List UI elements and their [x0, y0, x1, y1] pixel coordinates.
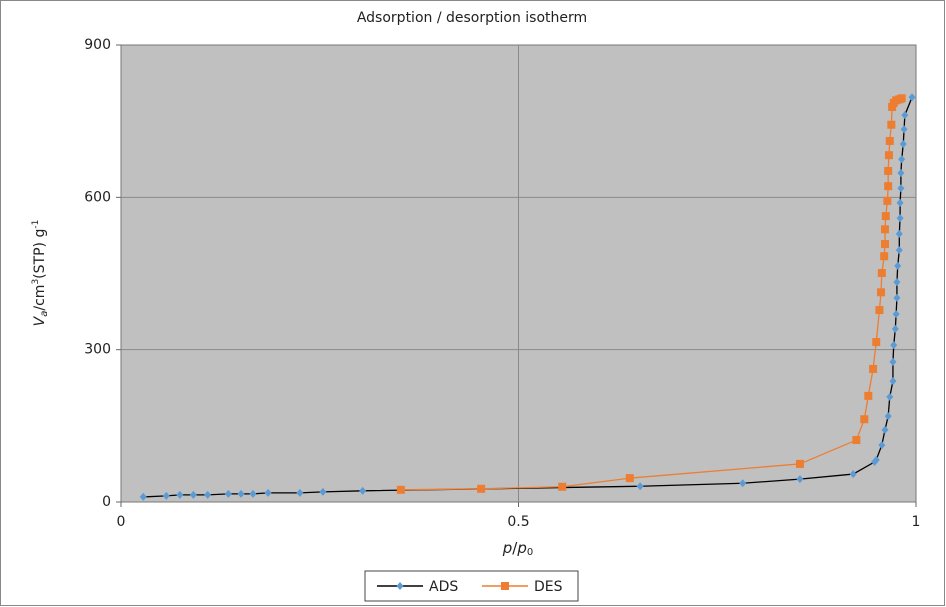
- data-point: [880, 240, 889, 249]
- data-point: [249, 489, 257, 498]
- label-part: a: [39, 311, 50, 317]
- data-point: [296, 488, 304, 497]
- data-point: [888, 102, 897, 111]
- data-point: [852, 436, 861, 445]
- chart-title: Adsorption / desorption isotherm: [357, 10, 587, 26]
- data-point: [204, 490, 212, 499]
- y-tick-label: 900: [84, 37, 111, 53]
- data-point: [878, 441, 886, 450]
- data-point: [885, 136, 894, 145]
- label-part: /cm: [32, 285, 48, 311]
- label-part: (STP) g: [32, 229, 48, 279]
- label-part: V: [32, 315, 48, 326]
- data-point: [890, 341, 898, 350]
- data-point: [849, 470, 857, 479]
- data-point: [883, 196, 892, 205]
- data-point: [875, 306, 884, 315]
- legend-label: ADS: [429, 579, 458, 595]
- legend-items: ADS DES: [377, 579, 563, 595]
- legend-marker: [501, 582, 509, 590]
- data-point: [872, 455, 880, 464]
- data-point: [877, 288, 886, 297]
- data-point: [396, 485, 405, 494]
- data-point: [892, 310, 900, 319]
- data-point: [237, 489, 245, 498]
- data-point: [896, 214, 904, 223]
- data-point: [864, 391, 873, 400]
- x-tick-label: 1: [912, 514, 921, 530]
- data-point: [477, 484, 486, 493]
- data-point: [894, 261, 902, 270]
- label-part: 3: [31, 279, 41, 285]
- data-point: [893, 293, 901, 302]
- data-point: [880, 252, 889, 261]
- data-point: [889, 377, 897, 386]
- data-point: [224, 489, 232, 498]
- data-point: [860, 415, 869, 424]
- data-point: [898, 155, 906, 164]
- plot: [121, 45, 916, 502]
- data-point: [895, 246, 903, 255]
- series-line: [400, 97, 902, 491]
- data-point: [739, 479, 747, 488]
- data-point: [895, 229, 903, 238]
- data-point: [625, 474, 634, 483]
- x-tick-label: 0: [117, 514, 126, 530]
- x-tick-label: 0.5: [507, 514, 529, 530]
- data-point: [139, 492, 147, 501]
- label-part: p: [516, 539, 527, 557]
- label-part: /: [512, 539, 518, 557]
- data-point: [908, 93, 916, 102]
- data-point: [264, 488, 272, 497]
- data-point: [884, 151, 893, 160]
- data-point: [887, 120, 896, 129]
- y-axis-label: Va/cm3(STP) g-1: [31, 220, 51, 327]
- data-point: [872, 338, 881, 347]
- data-point: [176, 490, 184, 499]
- data-point: [896, 198, 904, 207]
- data-point: [897, 94, 906, 103]
- data-point: [162, 491, 170, 500]
- data-point: [869, 364, 878, 373]
- data-point: [881, 212, 890, 221]
- data-point: [884, 182, 893, 191]
- y-tick-label: 300: [84, 342, 111, 358]
- data-point: [359, 486, 367, 495]
- data-point: [319, 487, 327, 496]
- data-point: [877, 268, 886, 277]
- data-point: [880, 225, 889, 234]
- legend-label: DES: [534, 579, 563, 595]
- data-point: [881, 425, 889, 434]
- data-point: [884, 412, 892, 421]
- data-point: [886, 392, 894, 401]
- data-point: [900, 125, 908, 134]
- data-point: [795, 459, 804, 468]
- data-point: [897, 168, 905, 177]
- data-point: [636, 482, 644, 491]
- data-point: [884, 166, 893, 175]
- label-part: -1: [31, 220, 41, 229]
- y-tick-label: 600: [84, 189, 111, 205]
- data-point: [897, 184, 905, 193]
- data-point: [891, 324, 899, 333]
- data-point: [189, 490, 197, 499]
- legend-marker: [396, 582, 404, 590]
- y-tick-label: 0: [102, 494, 111, 510]
- label-part: p: [502, 539, 513, 557]
- data-point: [893, 278, 901, 287]
- label-part: 0: [527, 547, 533, 558]
- data-point: [796, 475, 804, 484]
- x-axis-label: p/p0: [502, 539, 534, 559]
- data-point: [901, 111, 909, 120]
- data-point: [889, 357, 897, 366]
- data-point: [558, 482, 567, 491]
- data-point: [899, 140, 907, 149]
